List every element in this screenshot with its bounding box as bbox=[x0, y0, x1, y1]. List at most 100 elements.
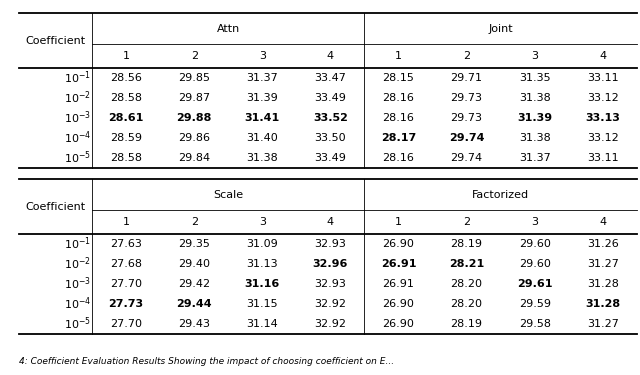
Text: 31.38: 31.38 bbox=[519, 93, 550, 103]
Text: 4: 4 bbox=[599, 51, 606, 61]
Text: 29.60: 29.60 bbox=[519, 259, 550, 269]
Text: 32.93: 32.93 bbox=[314, 239, 346, 249]
Text: 4: Coefficient Evaluation Results Showing the impact of choosing coefficient on : 4: Coefficient Evaluation Results Showin… bbox=[19, 357, 394, 366]
Text: Scale: Scale bbox=[213, 189, 243, 200]
Text: 33.11: 33.11 bbox=[587, 73, 619, 83]
Text: 29.42: 29.42 bbox=[178, 279, 211, 289]
Text: 31.15: 31.15 bbox=[246, 299, 278, 309]
Text: $10^{-5}$: $10^{-5}$ bbox=[64, 315, 91, 332]
Text: 28.16: 28.16 bbox=[383, 113, 415, 123]
Text: 31.28: 31.28 bbox=[587, 279, 619, 289]
Text: 31.16: 31.16 bbox=[244, 279, 280, 289]
Text: $10^{-2}$: $10^{-2}$ bbox=[64, 256, 91, 272]
Text: 33.13: 33.13 bbox=[586, 113, 620, 123]
Text: 31.40: 31.40 bbox=[246, 133, 278, 143]
Text: 28.56: 28.56 bbox=[110, 73, 142, 83]
Text: 28.16: 28.16 bbox=[383, 153, 415, 163]
Text: 26.90: 26.90 bbox=[383, 299, 415, 309]
Text: 28.15: 28.15 bbox=[383, 73, 415, 83]
Text: $10^{-5}$: $10^{-5}$ bbox=[64, 150, 91, 166]
Text: 29.35: 29.35 bbox=[179, 239, 210, 249]
Text: 28.58: 28.58 bbox=[110, 93, 142, 103]
Text: 2: 2 bbox=[191, 217, 198, 227]
Text: 26.90: 26.90 bbox=[383, 239, 415, 249]
Text: 29.60: 29.60 bbox=[519, 239, 550, 249]
Text: 3: 3 bbox=[259, 51, 266, 61]
Text: 31.13: 31.13 bbox=[246, 259, 278, 269]
Text: Coefficient: Coefficient bbox=[26, 36, 86, 46]
Text: 31.26: 31.26 bbox=[587, 239, 619, 249]
Text: $10^{-3}$: $10^{-3}$ bbox=[64, 110, 91, 126]
Text: 29.71: 29.71 bbox=[451, 73, 483, 83]
Text: 29.44: 29.44 bbox=[177, 299, 212, 309]
Text: 28.59: 28.59 bbox=[110, 133, 142, 143]
Text: 26.90: 26.90 bbox=[383, 319, 415, 329]
Text: 32.92: 32.92 bbox=[314, 319, 346, 329]
Text: 31.37: 31.37 bbox=[519, 153, 550, 163]
Text: 33.49: 33.49 bbox=[314, 153, 346, 163]
Text: 27.68: 27.68 bbox=[110, 259, 142, 269]
Text: 31.41: 31.41 bbox=[244, 113, 280, 123]
Text: $10^{-1}$: $10^{-1}$ bbox=[64, 70, 91, 86]
Text: 3: 3 bbox=[531, 217, 538, 227]
Text: 26.91: 26.91 bbox=[383, 279, 415, 289]
Text: 31.14: 31.14 bbox=[246, 319, 278, 329]
Text: 27.70: 27.70 bbox=[110, 319, 142, 329]
Text: 29.73: 29.73 bbox=[451, 93, 483, 103]
Text: 33.50: 33.50 bbox=[315, 133, 346, 143]
Text: 1: 1 bbox=[395, 217, 402, 227]
Text: 29.84: 29.84 bbox=[178, 153, 211, 163]
Text: 31.27: 31.27 bbox=[587, 259, 619, 269]
Text: 33.12: 33.12 bbox=[587, 93, 619, 103]
Text: 33.52: 33.52 bbox=[313, 113, 348, 123]
Text: 4: 4 bbox=[327, 51, 334, 61]
Text: 28.19: 28.19 bbox=[451, 319, 483, 329]
Text: 29.87: 29.87 bbox=[178, 93, 211, 103]
Text: 31.35: 31.35 bbox=[519, 73, 550, 83]
Text: 28.20: 28.20 bbox=[451, 279, 483, 289]
Text: 29.74: 29.74 bbox=[451, 153, 483, 163]
Text: 29.74: 29.74 bbox=[449, 133, 484, 143]
Text: 31.39: 31.39 bbox=[246, 93, 278, 103]
Text: 29.88: 29.88 bbox=[177, 113, 212, 123]
Text: 27.70: 27.70 bbox=[110, 279, 142, 289]
Text: 29.73: 29.73 bbox=[451, 113, 483, 123]
Text: 31.39: 31.39 bbox=[517, 113, 552, 123]
Text: 28.21: 28.21 bbox=[449, 259, 484, 269]
Text: 32.96: 32.96 bbox=[313, 259, 348, 269]
Text: 33.49: 33.49 bbox=[314, 93, 346, 103]
Text: 28.19: 28.19 bbox=[451, 239, 483, 249]
Text: 29.40: 29.40 bbox=[178, 259, 210, 269]
Text: 26.91: 26.91 bbox=[381, 259, 416, 269]
Text: 28.20: 28.20 bbox=[451, 299, 483, 309]
Text: 33.11: 33.11 bbox=[587, 153, 619, 163]
Text: Coefficient: Coefficient bbox=[26, 201, 86, 211]
Text: 31.09: 31.09 bbox=[246, 239, 278, 249]
Text: 28.16: 28.16 bbox=[383, 93, 415, 103]
Text: 29.43: 29.43 bbox=[178, 319, 210, 329]
Text: Joint: Joint bbox=[488, 24, 513, 34]
Text: $10^{-3}$: $10^{-3}$ bbox=[64, 276, 91, 292]
Text: $10^{-1}$: $10^{-1}$ bbox=[64, 236, 91, 252]
Text: 2: 2 bbox=[463, 217, 470, 227]
Text: 27.73: 27.73 bbox=[109, 299, 144, 309]
Text: 3: 3 bbox=[259, 217, 266, 227]
Text: 31.37: 31.37 bbox=[246, 73, 278, 83]
Text: 2: 2 bbox=[191, 51, 198, 61]
Text: 29.61: 29.61 bbox=[517, 279, 552, 289]
Text: 27.63: 27.63 bbox=[110, 239, 142, 249]
Text: 29.86: 29.86 bbox=[178, 133, 210, 143]
Text: 31.27: 31.27 bbox=[587, 319, 619, 329]
Text: 29.59: 29.59 bbox=[518, 299, 550, 309]
Text: 4: 4 bbox=[599, 217, 606, 227]
Text: 2: 2 bbox=[463, 51, 470, 61]
Text: 33.12: 33.12 bbox=[587, 133, 619, 143]
Text: $10^{-2}$: $10^{-2}$ bbox=[64, 90, 91, 106]
Text: 31.28: 31.28 bbox=[585, 299, 620, 309]
Text: 33.47: 33.47 bbox=[314, 73, 346, 83]
Text: 29.58: 29.58 bbox=[518, 319, 550, 329]
Text: 29.85: 29.85 bbox=[178, 73, 210, 83]
Text: $10^{-4}$: $10^{-4}$ bbox=[64, 296, 91, 312]
Text: 1: 1 bbox=[123, 51, 130, 61]
Text: 31.38: 31.38 bbox=[519, 133, 550, 143]
